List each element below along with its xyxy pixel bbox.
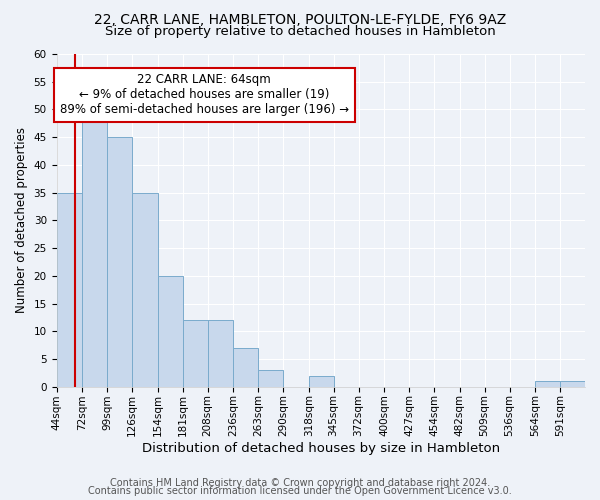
Bar [132, 192, 158, 386]
Text: 22 CARR LANE: 64sqm
← 9% of detached houses are smaller (19)
89% of semi-detache: 22 CARR LANE: 64sqm ← 9% of detached hou… [60, 74, 349, 116]
Bar [535, 381, 560, 386]
Text: Contains public sector information licensed under the Open Government Licence v3: Contains public sector information licen… [88, 486, 512, 496]
Bar [208, 320, 233, 386]
Text: Size of property relative to detached houses in Hambleton: Size of property relative to detached ho… [104, 25, 496, 38]
Bar [258, 370, 283, 386]
Text: Contains HM Land Registry data © Crown copyright and database right 2024.: Contains HM Land Registry data © Crown c… [110, 478, 490, 488]
Bar [56, 192, 82, 386]
Bar [560, 381, 585, 386]
X-axis label: Distribution of detached houses by size in Hambleton: Distribution of detached houses by size … [142, 442, 500, 455]
Bar [107, 137, 132, 386]
Bar [182, 320, 208, 386]
Text: 22, CARR LANE, HAMBLETON, POULTON-LE-FYLDE, FY6 9AZ: 22, CARR LANE, HAMBLETON, POULTON-LE-FYL… [94, 12, 506, 26]
Bar [233, 348, 258, 387]
Bar [82, 120, 107, 386]
Y-axis label: Number of detached properties: Number of detached properties [15, 128, 28, 314]
Bar [309, 376, 334, 386]
Bar [158, 276, 182, 386]
